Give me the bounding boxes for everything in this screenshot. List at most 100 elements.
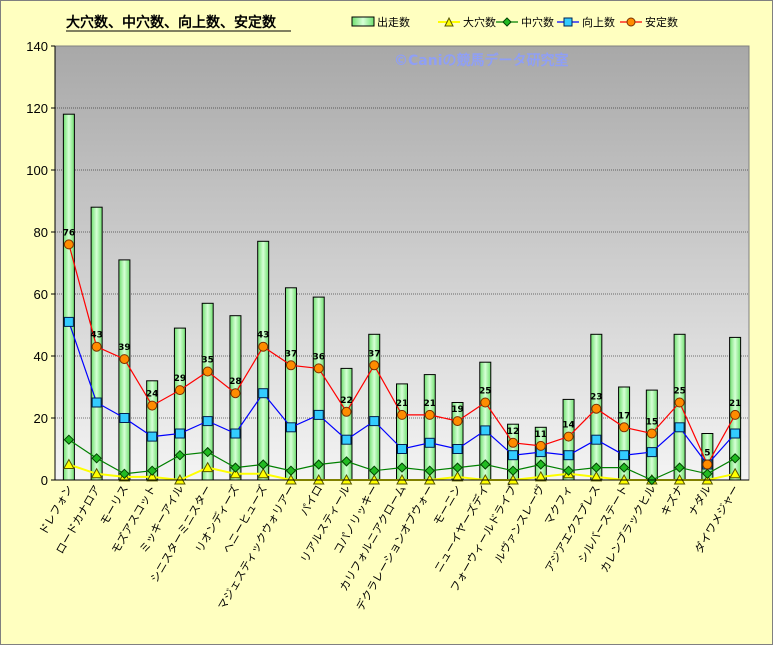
ytick-label-60: 60 — [34, 287, 48, 302]
data-label-7: 43 — [257, 331, 270, 341]
marker-3-3 — [147, 431, 158, 442]
marker-1-19 — [590, 470, 603, 482]
marker-2-11 — [369, 465, 380, 476]
marker-4-16 — [508, 437, 519, 448]
marker-2-5 — [202, 446, 213, 458]
marker-2-2 — [119, 468, 130, 480]
marker-4-9 — [313, 363, 324, 374]
marker-3-12 — [397, 444, 407, 454]
marker-2-20 — [618, 462, 630, 473]
marker-4-12 — [397, 409, 407, 420]
legend-label-3: 向上数 — [582, 15, 615, 29]
legend: 出走数 大穴数 中穴数 向上数 安定数 — [351, 15, 678, 29]
marker-4-10 — [341, 406, 352, 417]
data-label-13: 21 — [423, 399, 436, 409]
legend-key-2 — [502, 17, 512, 27]
legend-label-0: 出走数 — [377, 15, 410, 29]
marker-2-15 — [480, 459, 491, 470]
marker-3-21 — [646, 447, 657, 458]
data-label-24: 21 — [729, 399, 742, 409]
marker-2-4 — [174, 449, 186, 461]
marker-2-3 — [146, 465, 158, 476]
marker-3-16 — [508, 450, 519, 461]
data-label-23: 5 — [704, 449, 710, 459]
marker-4-6 — [230, 388, 241, 399]
data-label-8: 37 — [285, 349, 298, 359]
data-label-2: 39 — [118, 343, 131, 353]
bar-7 — [257, 240, 270, 481]
xtick-label-17: ルヴァンスレーヴ — [491, 483, 547, 566]
marker-2-9 — [313, 459, 324, 470]
data-label-22: 25 — [673, 387, 686, 397]
watermark: ©Caniの競馬データ研究室 — [394, 52, 569, 69]
marker-4-2 — [119, 354, 130, 365]
marker-2-1 — [91, 453, 102, 464]
marker-3-2 — [119, 413, 130, 423]
marker-4-19 — [591, 403, 602, 414]
marker-4-8 — [285, 360, 296, 371]
bar-2 — [118, 259, 131, 481]
ytick-label-0: 0 — [41, 473, 48, 488]
marker-2-12 — [396, 462, 408, 473]
ytick-label-80: 80 — [34, 225, 48, 240]
ytick-label-20: 20 — [34, 411, 48, 426]
marker-4-11 — [369, 360, 380, 371]
data-label-10: 22 — [340, 396, 353, 406]
marker-4-4 — [174, 385, 185, 396]
ytick-label-40: 40 — [34, 349, 48, 364]
data-label-21: 15 — [646, 418, 659, 428]
xtick-label-9: パイロ — [298, 483, 326, 518]
data-label-14: 19 — [451, 405, 464, 415]
marker-3-20 — [619, 450, 630, 461]
legend-key-3 — [563, 17, 573, 27]
marker-4-23 — [702, 459, 713, 470]
data-label-20: 17 — [618, 411, 631, 421]
markers — [63, 239, 741, 486]
marker-4-5 — [202, 366, 213, 377]
marker-2-17 — [535, 459, 547, 470]
marker-3-14 — [452, 444, 463, 454]
marker-4-3 — [147, 400, 158, 411]
marker-4-0 — [63, 239, 74, 250]
bar-0 — [62, 113, 75, 481]
ytick-label-120: 120 — [26, 101, 48, 116]
marker-3-18 — [563, 450, 574, 461]
marker-3-5 — [202, 416, 213, 427]
xtick-label-22: キズナ — [658, 483, 687, 519]
marker-4-7 — [258, 341, 269, 352]
marker-4-21 — [646, 428, 657, 439]
marker-2-24 — [729, 453, 741, 464]
xtick-label-23: ナダル — [685, 483, 714, 519]
data-label-0: 76 — [63, 228, 76, 238]
marker-3-8 — [285, 422, 296, 433]
ytick-label-100: 100 — [26, 163, 48, 178]
bar-8 — [284, 287, 297, 481]
marker-2-22 — [674, 462, 685, 473]
marker-4-18 — [563, 431, 574, 442]
bar-9 — [312, 296, 325, 481]
marker-2-18 — [563, 465, 574, 476]
marker-3-13 — [424, 437, 435, 448]
marker-3-4 — [174, 428, 185, 439]
legend-label-2: 中穴数 — [521, 15, 554, 29]
x-axis: ドレフォンロードカナロアモーリスモズアスコットミッキーアイルシニスターミニスター… — [37, 479, 749, 613]
marker-3-7 — [258, 388, 269, 399]
marker-1-17 — [534, 470, 547, 482]
marker-4-1 — [91, 341, 102, 352]
data-label-17: 11 — [535, 430, 548, 440]
marker-3-10 — [341, 434, 352, 445]
marker-3-9 — [313, 409, 324, 420]
data-labels: 76 43 39 24 29 35 28 43 37 36 22 37 21 21 19 25 12 11 14 23… — [63, 228, 742, 458]
legend-label-1: 大穴数 — [463, 15, 496, 29]
marker-2-23 — [702, 468, 713, 480]
marker-3-0 — [63, 316, 74, 327]
data-label-9: 36 — [312, 352, 325, 362]
marker-2-0 — [63, 434, 75, 445]
marker-2-16 — [507, 465, 519, 476]
marker-4-22 — [674, 397, 685, 408]
marker-3-1 — [91, 397, 102, 408]
data-label-12: 21 — [396, 399, 409, 409]
marker-2-14 — [452, 462, 463, 473]
marker-2-19 — [591, 462, 602, 473]
